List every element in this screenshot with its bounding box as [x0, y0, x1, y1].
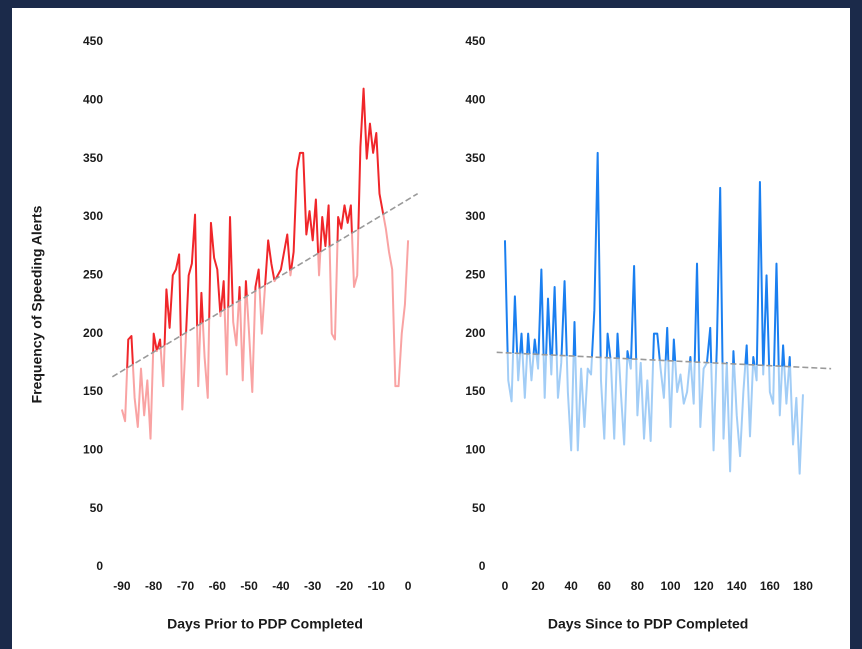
- y-tick-label: 150: [83, 384, 103, 398]
- x-axis-title: Days Since to PDP Completed: [548, 616, 748, 632]
- x-tick-label: -80: [145, 579, 163, 593]
- x-tick-label: 0: [405, 579, 412, 593]
- trend-line: [111, 192, 419, 378]
- y-tick-label: 400: [465, 93, 485, 107]
- x-tick-label: 160: [760, 579, 780, 593]
- y-tick-label: 200: [83, 326, 103, 340]
- y-tick-label: 350: [83, 151, 103, 165]
- x-tick-label: 60: [598, 579, 612, 593]
- x-tick-label: 140: [727, 579, 747, 593]
- x-tick-label: -50: [240, 579, 258, 593]
- x-tick-label: -60: [209, 579, 227, 593]
- x-tick-label: -20: [336, 579, 354, 593]
- x-tick-label: 20: [531, 579, 545, 593]
- y-tick-label: 50: [472, 501, 486, 515]
- x-axis-title: Days Prior to PDP Completed: [167, 616, 363, 632]
- data-line: [503, 151, 804, 475]
- y-tick-label: 200: [465, 326, 485, 340]
- x-tick-label: -70: [177, 579, 195, 593]
- data-line: [120, 87, 410, 440]
- x-tick-label: 180: [793, 579, 813, 593]
- y-tick-label: 0: [479, 559, 486, 573]
- x-tick-label: 0: [502, 579, 509, 593]
- y-tick-label: 300: [465, 209, 485, 223]
- x-tick-label: 100: [661, 579, 681, 593]
- y-axis-title: Frequency of Speeding Alerts: [29, 205, 45, 403]
- y-tick-label: 100: [465, 443, 485, 457]
- x-tick-label: -40: [272, 579, 290, 593]
- y-tick-label: 400: [83, 93, 103, 107]
- y-tick-label: 100: [83, 443, 103, 457]
- y-tick-label: 350: [465, 151, 485, 165]
- y-tick-label: 450: [83, 34, 103, 48]
- y-tick-label: 50: [90, 501, 104, 515]
- y-tick-label: 0: [96, 559, 103, 573]
- x-tick-label: 120: [694, 579, 714, 593]
- y-tick-label: 250: [83, 268, 103, 282]
- y-tick-label: 150: [465, 384, 485, 398]
- x-tick-label: 80: [631, 579, 645, 593]
- y-tick-label: 250: [465, 268, 485, 282]
- panel: [12, 8, 850, 649]
- y-tick-label: 300: [83, 209, 103, 223]
- x-tick-label: -90: [113, 579, 131, 593]
- trend-line: [496, 351, 832, 370]
- y-tick-label: 450: [465, 34, 485, 48]
- x-tick-label: -30: [304, 579, 322, 593]
- x-tick-label: -10: [368, 579, 386, 593]
- x-tick-label: 40: [565, 579, 579, 593]
